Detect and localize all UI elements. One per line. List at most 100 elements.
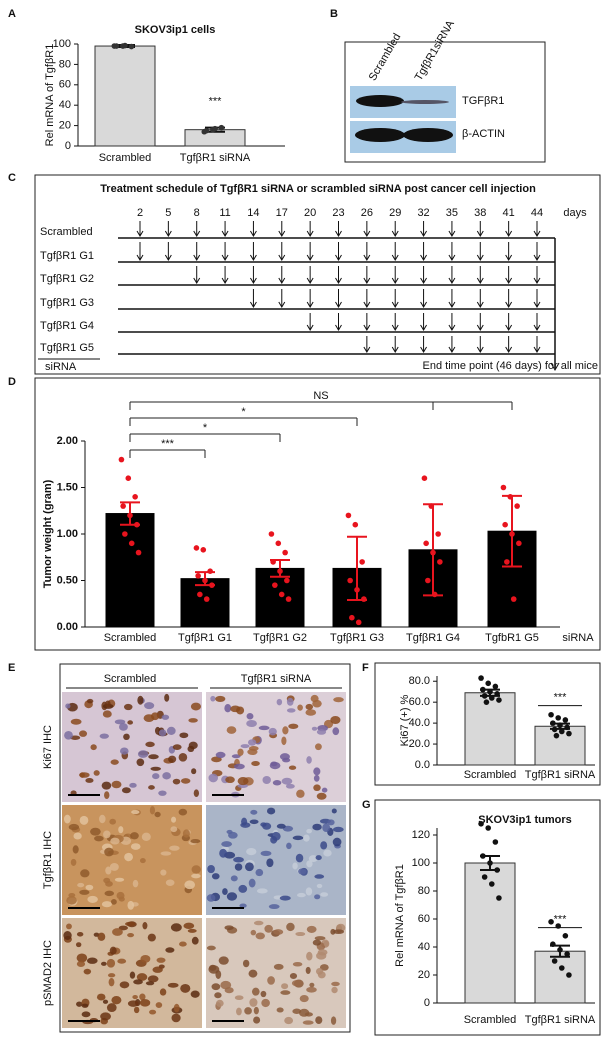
nucleus <box>127 1000 139 1007</box>
nucleus <box>90 744 97 751</box>
data-point <box>359 559 365 565</box>
nucleus <box>273 929 284 935</box>
data-point <box>485 825 492 831</box>
nucleus <box>224 987 234 994</box>
y-axis-label: Ki67 (+) % <box>399 694 411 746</box>
nucleus <box>280 990 291 995</box>
dose-arrowhead <box>363 230 371 237</box>
data-point <box>516 540 522 547</box>
nucleus <box>255 868 264 877</box>
nucleus <box>150 766 162 771</box>
nucleus <box>127 900 135 910</box>
data-point <box>127 512 133 519</box>
data-point <box>488 881 495 887</box>
nucleus <box>109 818 116 825</box>
data-point <box>347 577 353 584</box>
nucleus <box>249 998 258 1007</box>
data-point <box>558 965 565 971</box>
nucleus <box>102 999 109 1004</box>
nucleus <box>68 823 80 831</box>
nucleus <box>206 894 216 902</box>
nucleus <box>180 983 191 993</box>
nucleus <box>124 852 133 862</box>
nucleus <box>114 877 125 882</box>
panel-b-frame <box>344 41 546 163</box>
dose-arrowhead <box>250 230 257 237</box>
y-tick-label: 80.0 <box>409 675 430 687</box>
nucleus <box>169 845 180 851</box>
nucleus <box>314 894 321 900</box>
nucleus <box>221 841 233 847</box>
nucleus <box>161 714 170 720</box>
nucleus <box>242 959 250 968</box>
nucleus <box>109 946 117 955</box>
blot-band <box>355 128 405 142</box>
dose-arrowhead <box>306 301 314 308</box>
nucleus <box>119 723 128 731</box>
data-point <box>555 715 562 721</box>
data-point <box>202 577 208 584</box>
nucleus <box>117 958 127 964</box>
nucleus <box>160 869 167 876</box>
data-point <box>120 503 126 509</box>
nucleus <box>101 781 112 790</box>
data-point <box>488 695 495 701</box>
nucleus <box>261 998 270 1008</box>
y-tick-label: 80 <box>418 885 430 897</box>
nucleus <box>316 792 327 800</box>
nucleus <box>112 928 123 936</box>
nucleus <box>269 761 281 770</box>
day-label: 41 <box>503 207 515 219</box>
bar <box>464 692 516 766</box>
y-axis-label: Tumor weight (gram) <box>42 479 54 588</box>
nucleus <box>76 960 86 968</box>
data-point <box>487 860 493 866</box>
nucleus <box>81 1011 91 1018</box>
panel-letter: E <box>8 662 15 674</box>
nucleus <box>276 1007 284 1013</box>
nucleus <box>228 831 238 839</box>
chart-title: SKOV3ip1 tumors <box>478 814 572 826</box>
dose-arrowhead <box>391 324 399 331</box>
panel-e-frame <box>59 663 351 1033</box>
nucleus <box>237 776 249 786</box>
data-point <box>502 521 508 528</box>
data-point <box>275 540 282 547</box>
day-label: 32 <box>417 207 429 219</box>
nucleus <box>81 1003 89 1008</box>
dose-arrowhead <box>335 277 342 284</box>
dose-arrowhead <box>164 230 172 237</box>
nucleus <box>248 969 258 978</box>
nucleus <box>190 702 202 711</box>
nucleus <box>145 741 155 748</box>
data-point <box>562 717 569 723</box>
nucleus <box>234 863 243 871</box>
data-point <box>548 919 554 925</box>
data-point <box>270 559 276 565</box>
nucleus <box>306 860 313 868</box>
nucleus <box>166 726 176 735</box>
data-point <box>282 549 288 556</box>
nucleus <box>76 953 88 963</box>
nucleus <box>249 819 259 825</box>
nucleus <box>314 874 325 879</box>
nucleus <box>142 921 148 930</box>
nucleus <box>147 975 159 983</box>
nucleus <box>310 694 319 703</box>
x-tick-label: TgfβR1 G1 <box>178 632 232 644</box>
nucleus <box>121 787 131 794</box>
nucleus <box>251 987 260 996</box>
data-point <box>122 531 128 537</box>
data-point <box>195 573 201 579</box>
nucleus <box>90 827 101 836</box>
nucleus <box>240 744 250 749</box>
nucleus <box>225 776 235 784</box>
nucleus <box>107 973 116 978</box>
nucleus <box>286 708 296 713</box>
y-tick-label: 20 <box>59 120 71 132</box>
nucleus <box>332 826 344 833</box>
nucleus <box>224 704 232 713</box>
dose-arrowhead <box>420 346 427 353</box>
y-tick-label: 40 <box>59 99 71 111</box>
significance-label: *** <box>161 438 175 450</box>
